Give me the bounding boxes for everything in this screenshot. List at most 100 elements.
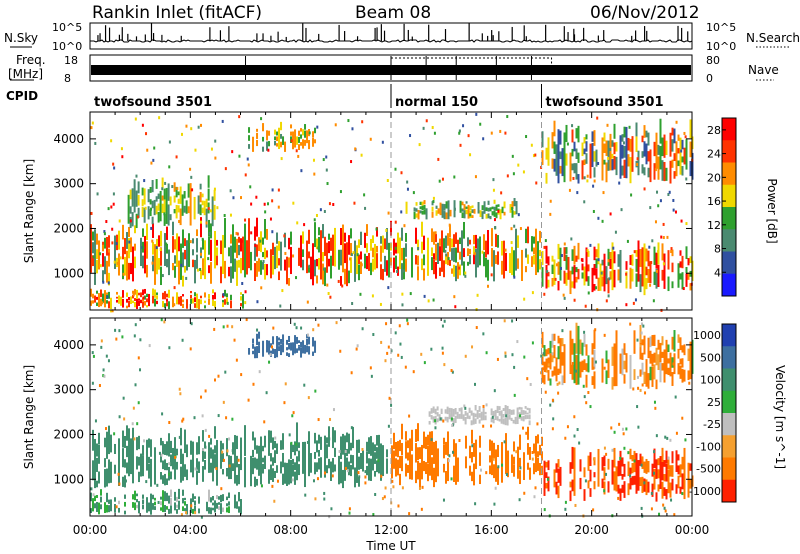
vel-echo-cell <box>447 431 449 456</box>
vel-echo-cell <box>524 406 527 409</box>
vel-echo-cell <box>166 441 168 456</box>
vel-echo-cell <box>204 428 207 432</box>
vel-echo-cell <box>647 373 650 389</box>
power-echo-cell <box>256 139 259 147</box>
vel-echo-cell <box>282 342 285 353</box>
power-echo-cell <box>599 263 602 291</box>
power-echo-cell <box>200 247 202 259</box>
vel-echo-cell <box>479 435 481 448</box>
power-echo-cell <box>208 298 210 305</box>
vel-ytick-label: 4000 <box>53 338 84 352</box>
vel-echo-cell <box>561 338 564 347</box>
power-echo-cell <box>683 131 686 135</box>
power-echo-cell <box>280 241 282 271</box>
power-echo-cell <box>549 212 552 216</box>
vel-echo-cell <box>679 486 682 494</box>
vel-echo-cell <box>407 440 409 449</box>
power-echo-cell <box>580 258 583 262</box>
power-echo-cell <box>238 259 240 268</box>
vel-echo-cell <box>132 406 135 410</box>
vel-echo-cell <box>401 442 403 456</box>
vel-echo-cell <box>338 449 341 453</box>
vel-echo-cell <box>184 508 186 512</box>
power-echo-cell <box>351 302 354 306</box>
power-echo-cell <box>559 266 562 270</box>
vel-echo-cell <box>639 477 642 487</box>
power-echo-cell <box>110 139 113 143</box>
vel-echo-cell <box>92 429 94 451</box>
vel-echo-cell <box>415 429 417 442</box>
power-echo-cell <box>128 238 130 259</box>
vel-echo-cell <box>387 345 390 349</box>
vel-echo-cell <box>555 481 558 495</box>
vel-echo-cell <box>142 494 144 499</box>
vel-echo-cell <box>252 457 254 475</box>
vel-echo-cell <box>451 450 454 454</box>
vel-echo-cell <box>252 343 255 349</box>
vel-echo-cell <box>202 448 205 452</box>
power-echo-cell <box>165 242 168 246</box>
power-echo-cell <box>593 263 596 276</box>
power-echo-cell <box>447 200 450 220</box>
power-echo-cell <box>490 131 493 135</box>
vel-echo-cell <box>541 367 544 383</box>
power-echo-cell <box>492 178 495 182</box>
power-echo-cell <box>314 222 316 248</box>
vel-echo-cell <box>549 403 552 407</box>
vel-echo-cell <box>160 507 162 511</box>
vel-echo-cell <box>677 465 680 475</box>
vel-echo-cell <box>571 338 574 355</box>
vel-echo-cell <box>334 464 336 472</box>
vel-echo-cell <box>621 348 624 376</box>
vel-echo-cell <box>633 330 636 354</box>
power-echo-cell <box>667 193 670 197</box>
power-echo-cell <box>141 187 144 196</box>
power-echo-cell <box>431 201 434 206</box>
vel-echo-cell <box>650 507 653 511</box>
power-echo-cell <box>244 290 247 294</box>
power-echo-cell <box>635 250 638 257</box>
vel-echo-cell <box>132 502 134 508</box>
power-echo-cell <box>577 268 580 280</box>
vel-echo-cell <box>115 505 118 509</box>
power-echo-cell <box>147 206 150 220</box>
power-echo-cell <box>660 235 663 239</box>
power-echo-cell <box>134 225 136 234</box>
vel-echo-cell <box>471 452 473 463</box>
vel-echo-cell <box>446 416 449 423</box>
vel-echo-cell <box>687 370 690 381</box>
power-echo-cell <box>152 223 154 238</box>
vel-echo-cell <box>91 351 94 355</box>
vel-echo-cell <box>338 455 340 485</box>
power-echo-cell <box>513 198 516 207</box>
power-echo-cell <box>519 227 522 231</box>
vel-echo-cell <box>126 425 128 441</box>
power-echo-cell <box>655 132 658 169</box>
power-echo-cell <box>150 207 153 211</box>
power-echo-cell <box>262 136 265 142</box>
power-echo-cell <box>182 229 184 248</box>
power-echo-cell <box>346 242 348 287</box>
power-echo-cell <box>437 242 439 264</box>
power-echo-cell <box>180 263 183 267</box>
power-echo-cell <box>495 212 498 219</box>
vel-echo-cell <box>324 435 326 478</box>
power-echo-cell <box>685 266 688 273</box>
vel-echo-cell <box>512 419 515 424</box>
power-echo-cell <box>465 201 468 204</box>
power-echo-cell <box>435 233 437 243</box>
power-echo-cell <box>645 143 648 151</box>
power-echo-cell <box>244 223 246 278</box>
vel-echo-cell <box>244 425 246 456</box>
power-echo-cell <box>92 242 94 254</box>
power-echo-cell <box>557 261 560 275</box>
power-echo-cell <box>461 208 464 212</box>
vel-echo-cell <box>114 497 116 502</box>
vel-echo-cell <box>145 480 148 484</box>
vel-echo-cell <box>489 455 491 463</box>
power-echo-cell <box>469 153 472 157</box>
vel-echo-cell <box>162 475 164 484</box>
power-echo-cell <box>168 289 170 298</box>
power-echo-cell <box>358 239 360 248</box>
vel-echo-cell <box>473 442 475 457</box>
